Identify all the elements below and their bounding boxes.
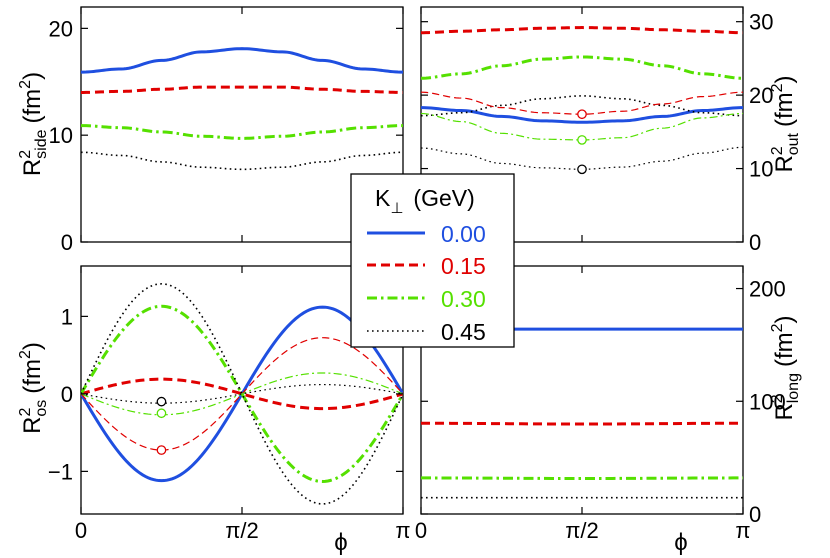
series-line-long-030 xyxy=(421,476,743,480)
series-line-out-015 xyxy=(421,26,743,35)
marker-out-030 xyxy=(577,135,587,145)
ylabel-side: R2side(fm2) xyxy=(17,72,50,176)
ytick-label-out: 10 xyxy=(749,157,773,182)
series-line-side-015 xyxy=(81,85,403,94)
xtick-label-long: π/2 xyxy=(565,518,599,543)
marker-os-015 xyxy=(156,445,167,455)
ytick-label-out: 0 xyxy=(749,230,761,255)
legend: K⊥ (GeV) 0.00 0.15 0.30 0.45 xyxy=(350,173,515,348)
ytick-label-os: 1 xyxy=(61,304,73,329)
series-line-os-015 xyxy=(81,377,403,411)
ytick-label-out: 20 xyxy=(749,83,773,108)
plot-area-side xyxy=(81,47,403,171)
xlabel-os: ϕ xyxy=(334,529,347,556)
marker-out-015 xyxy=(577,109,587,120)
ytick-label-os: −1 xyxy=(48,459,73,484)
series-line-os-030-thin xyxy=(81,372,403,416)
xtick-label-os: π/2 xyxy=(225,518,259,543)
ytick-label-side: 10 xyxy=(49,123,73,148)
ytick-label-long: 200 xyxy=(749,277,786,302)
series-line-out-045 xyxy=(421,95,743,117)
ytick-label-out: 30 xyxy=(749,10,773,35)
series-line-side-045 xyxy=(81,151,403,171)
marker-os-030 xyxy=(156,408,167,419)
legend-label-0: 0.00 xyxy=(441,221,486,247)
ytick-label-side: 0 xyxy=(61,230,73,255)
xlabel-long: ϕ xyxy=(674,529,687,556)
legend-label-2: 0.30 xyxy=(441,286,486,312)
ytick-label-os: 0 xyxy=(61,382,73,407)
xtick-label-os: π xyxy=(395,518,410,543)
plot-area-long xyxy=(421,327,743,499)
ytick-label-long: 100 xyxy=(749,389,786,414)
xtick-label-long: π xyxy=(735,518,750,543)
series-line-out-000 xyxy=(421,106,743,124)
ylabel-long: R2long(fm2) xyxy=(769,315,802,420)
ylabel-out: R2out(fm2) xyxy=(769,75,802,172)
plot-area-os xyxy=(81,283,403,505)
series-line-side-000 xyxy=(81,47,403,74)
ylabel-os: R2os(fm2) xyxy=(17,342,50,434)
plot-area-out xyxy=(421,26,743,170)
ytick-label-long: 0 xyxy=(749,502,761,527)
legend-label-1: 0.15 xyxy=(441,253,486,279)
series-line-long-015 xyxy=(421,421,743,426)
ytick-label-side: 20 xyxy=(49,16,73,41)
marker-out-045 xyxy=(577,164,587,175)
legend-box xyxy=(350,173,515,348)
xtick-label-os: 0 xyxy=(75,518,87,543)
series-line-side-030 xyxy=(81,124,403,140)
xtick-label-long: 0 xyxy=(415,518,427,543)
series-line-os-045-thin xyxy=(81,383,403,404)
series-line-os-045 xyxy=(81,283,403,505)
plot-layer xyxy=(81,26,743,505)
legend-label-3: 0.45 xyxy=(441,319,486,345)
series-line-out-030 xyxy=(421,55,743,80)
legend-title: K⊥ (GeV) xyxy=(375,185,475,217)
marker-os-045 xyxy=(156,396,167,407)
